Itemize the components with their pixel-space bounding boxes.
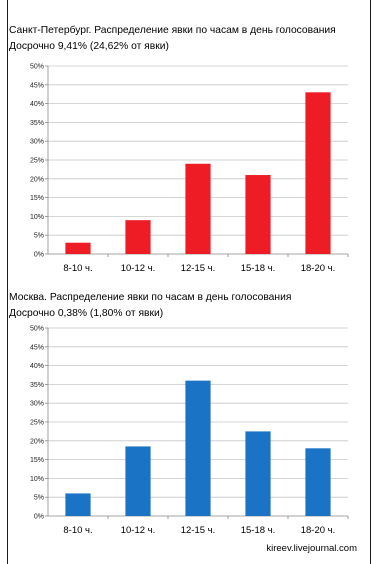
chart-2-y-tick-label: 10% xyxy=(30,476,44,483)
chart-2-category-label: 8-10 ч. xyxy=(63,525,92,536)
chart-2-y-tick-label: 20% xyxy=(30,438,44,445)
figure-frame xyxy=(7,0,371,564)
chart-1-y-tick-label: 15% xyxy=(30,195,44,202)
chart-1-category-label: 10-12 ч. xyxy=(121,263,156,274)
chart-1-bar xyxy=(305,92,331,254)
chart-1-y-tick-label: 40% xyxy=(30,101,44,108)
chart-1-category-label: 8-10 ч. xyxy=(63,263,92,274)
chart-2-y-tick-label: 15% xyxy=(30,457,44,464)
chart-1-y-tick-label: 45% xyxy=(30,82,44,89)
chart-1-bar xyxy=(65,242,91,254)
chart-1-bar xyxy=(245,175,271,254)
chart-1-subtitle: Досрочно 9,41% (24,62% от явки) xyxy=(9,41,169,52)
chart-2-bar xyxy=(185,380,211,516)
chart-2-y-tick-label: 25% xyxy=(30,420,44,427)
chart-2-bar xyxy=(305,448,331,516)
chart-1-y-tick-label: 50% xyxy=(30,64,44,71)
chart-2-y-tick-label: 5% xyxy=(34,495,44,502)
chart-1-category-label: 15-18 ч. xyxy=(241,263,276,274)
chart-2-y-tick-label: 40% xyxy=(30,363,44,370)
chart-1-y-tick-label: 0% xyxy=(34,252,44,259)
chart-1-y-tick-label: 20% xyxy=(30,176,44,183)
chart-2-bar xyxy=(125,446,151,516)
chart-2-subtitle: Досрочно 0,38% (1,80% от явки) xyxy=(9,308,164,319)
chart-2-y-tick-label: 45% xyxy=(30,344,44,351)
chart-1-y-tick-label: 25% xyxy=(30,158,44,165)
chart-1-y-tick-label: 30% xyxy=(30,139,44,146)
chart-1-title: Санкт-Петербург. Распределение явки по ч… xyxy=(9,25,336,36)
chart-1-y-tick-label: 5% xyxy=(34,233,44,240)
chart-2-y-tick-label: 50% xyxy=(30,326,44,333)
chart-2-category-label: 10-12 ч. xyxy=(121,525,156,536)
chart-2-title: Москва. Распределение явки по часам в де… xyxy=(9,292,292,303)
chart-2-y-tick-label: 30% xyxy=(30,401,44,408)
chart-1-category-label: 18-20 ч. xyxy=(301,263,336,274)
chart-1-category-label: 12-15 ч. xyxy=(181,263,216,274)
chart-2-y-tick-label: 0% xyxy=(34,514,44,521)
chart-2-bar xyxy=(65,493,91,516)
chart-1-y-tick-label: 35% xyxy=(30,120,44,127)
chart-1-bar xyxy=(185,163,211,254)
chart-2-category-label: 12-15 ч. xyxy=(181,525,216,536)
chart-2-category-label: 15-18 ч. xyxy=(241,525,276,536)
source-credit: kireev.livejournal.com xyxy=(266,543,357,554)
chart-1-bar xyxy=(125,220,151,254)
chart-1-y-tick-label: 10% xyxy=(30,214,44,221)
chart-2-y-tick-label: 35% xyxy=(30,382,44,389)
chart-2-category-label: 18-20 ч. xyxy=(301,525,336,536)
chart-2-bar xyxy=(245,431,271,516)
